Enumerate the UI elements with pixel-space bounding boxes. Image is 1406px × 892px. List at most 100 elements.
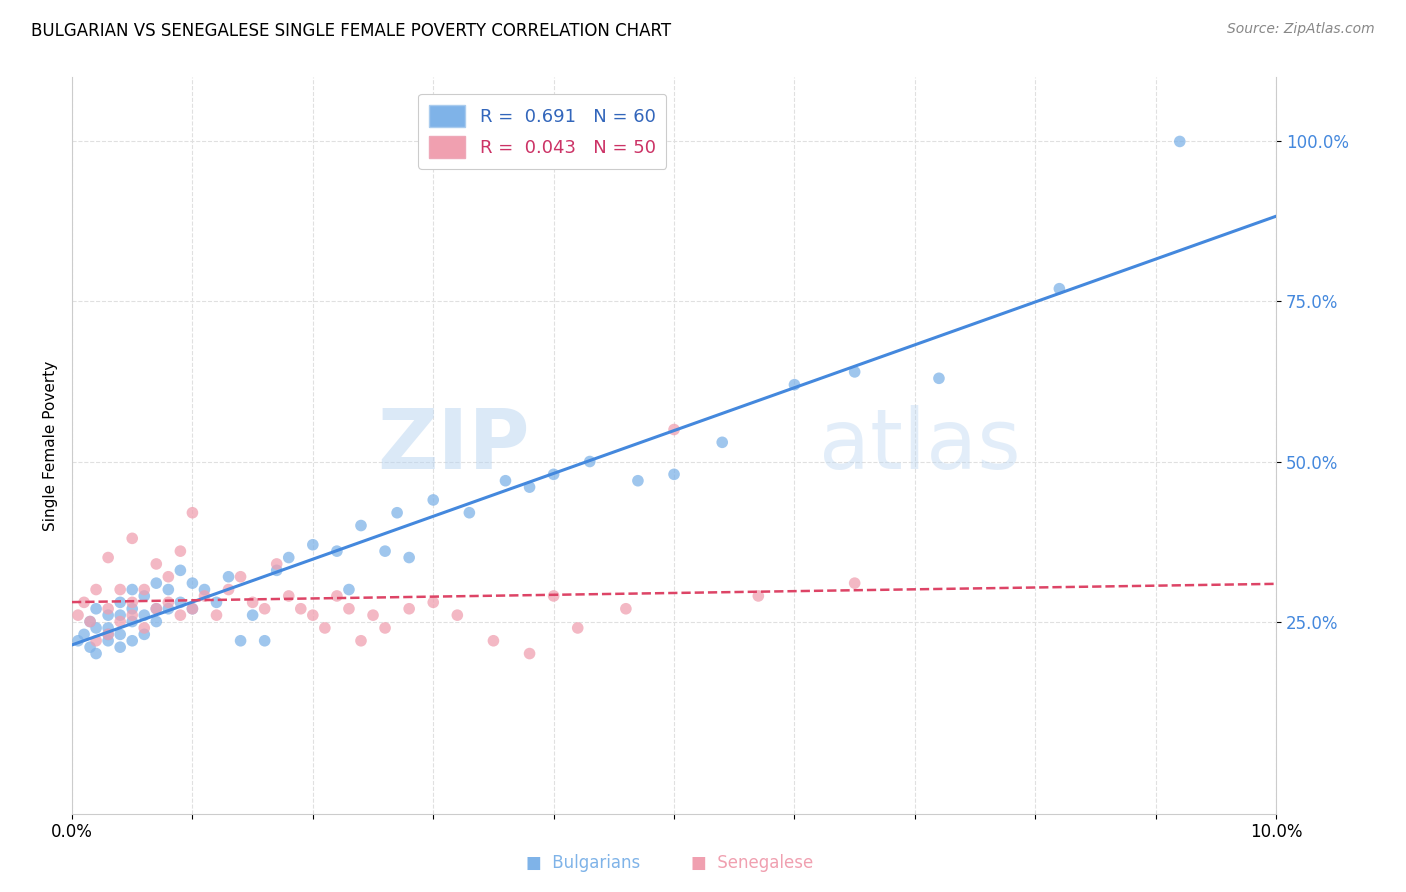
Point — [350, 518, 373, 533]
Point — [627, 474, 650, 488]
Point — [266, 557, 288, 571]
Point — [169, 563, 191, 577]
Point — [350, 633, 373, 648]
Point — [446, 608, 468, 623]
Text: ■  Senegalese: ■ Senegalese — [692, 855, 813, 872]
Point — [662, 423, 685, 437]
Point — [121, 532, 143, 546]
Point — [134, 589, 156, 603]
Point — [157, 601, 180, 615]
Point — [181, 506, 204, 520]
Point — [844, 365, 866, 379]
Point — [193, 589, 215, 603]
Point — [73, 595, 96, 609]
Point — [79, 615, 101, 629]
Point — [97, 621, 120, 635]
Point — [326, 589, 349, 603]
Point — [84, 582, 107, 597]
Point — [84, 647, 107, 661]
Point — [145, 576, 167, 591]
Point — [747, 589, 769, 603]
Point — [229, 570, 252, 584]
Point — [193, 582, 215, 597]
Point — [242, 608, 264, 623]
Point — [205, 608, 228, 623]
Point — [290, 601, 312, 615]
Point — [84, 601, 107, 615]
Point — [567, 621, 589, 635]
Point — [145, 601, 167, 615]
Point — [157, 570, 180, 584]
Point — [301, 608, 323, 623]
Point — [181, 601, 204, 615]
Point — [458, 506, 481, 520]
Point — [374, 544, 396, 558]
Point — [169, 595, 191, 609]
Point — [662, 467, 685, 482]
Point — [218, 582, 240, 597]
Point — [361, 608, 384, 623]
Point — [169, 544, 191, 558]
Point — [337, 601, 360, 615]
Y-axis label: Single Female Poverty: Single Female Poverty — [44, 360, 58, 531]
Text: ZIP: ZIP — [377, 405, 530, 486]
Point — [205, 595, 228, 609]
Point — [84, 621, 107, 635]
Point — [253, 601, 276, 615]
Legend: R =  0.691   N = 60, R =  0.043   N = 50: R = 0.691 N = 60, R = 0.043 N = 50 — [418, 94, 666, 169]
Point — [157, 595, 180, 609]
Point — [928, 371, 950, 385]
Point — [134, 582, 156, 597]
Point — [84, 633, 107, 648]
Point — [97, 601, 120, 615]
Point — [157, 582, 180, 597]
Point — [121, 601, 143, 615]
Point — [121, 615, 143, 629]
Text: BULGARIAN VS SENEGALESE SINGLE FEMALE POVERTY CORRELATION CHART: BULGARIAN VS SENEGALESE SINGLE FEMALE PO… — [31, 22, 671, 40]
Point — [1168, 135, 1191, 149]
Point — [314, 621, 336, 635]
Point — [108, 615, 131, 629]
Point — [495, 474, 517, 488]
Point — [519, 480, 541, 494]
Point — [108, 595, 131, 609]
Point — [121, 633, 143, 648]
Point — [398, 550, 420, 565]
Text: ■  Bulgarians: ■ Bulgarians — [526, 855, 641, 872]
Point — [519, 647, 541, 661]
Point — [66, 608, 89, 623]
Point — [97, 550, 120, 565]
Point — [73, 627, 96, 641]
Point — [398, 601, 420, 615]
Point — [229, 633, 252, 648]
Point — [121, 595, 143, 609]
Point — [79, 615, 101, 629]
Point — [97, 608, 120, 623]
Point — [422, 595, 444, 609]
Point — [145, 615, 167, 629]
Point — [277, 589, 299, 603]
Point — [218, 570, 240, 584]
Point — [337, 582, 360, 597]
Point — [1047, 282, 1070, 296]
Point — [242, 595, 264, 609]
Point — [145, 601, 167, 615]
Point — [66, 633, 89, 648]
Text: atlas: atlas — [818, 405, 1021, 486]
Point — [326, 544, 349, 558]
Point — [422, 492, 444, 507]
Point — [121, 582, 143, 597]
Point — [253, 633, 276, 648]
Text: Source: ZipAtlas.com: Source: ZipAtlas.com — [1227, 22, 1375, 37]
Point — [108, 608, 131, 623]
Point — [169, 608, 191, 623]
Point — [783, 377, 806, 392]
Point — [844, 576, 866, 591]
Point — [121, 608, 143, 623]
Point — [277, 550, 299, 565]
Point — [578, 454, 600, 468]
Point — [97, 627, 120, 641]
Point — [108, 582, 131, 597]
Point — [482, 633, 505, 648]
Point — [614, 601, 637, 615]
